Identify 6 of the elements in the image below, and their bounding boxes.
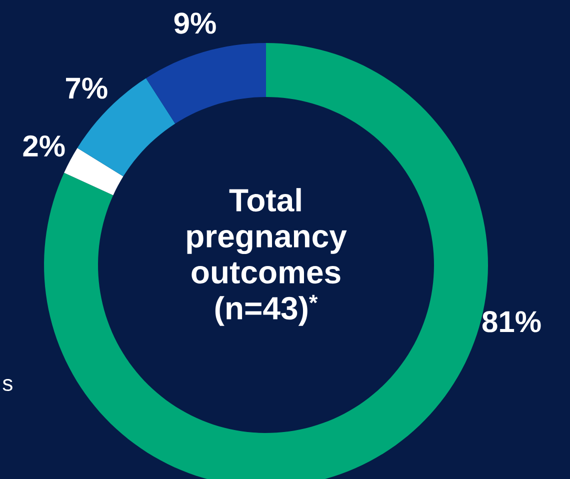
- text: Total pregnancy outcomes (n=43)$^{*}$: [187, 188, 347, 326]
- data-label: 2%: [23, 135, 65, 157]
- data-label: 9%: [174, 12, 216, 34]
- text: s: [2, 378, 12, 392]
- data-label: 81%: [482, 311, 541, 332]
- data-label: 7%: [66, 78, 108, 99]
